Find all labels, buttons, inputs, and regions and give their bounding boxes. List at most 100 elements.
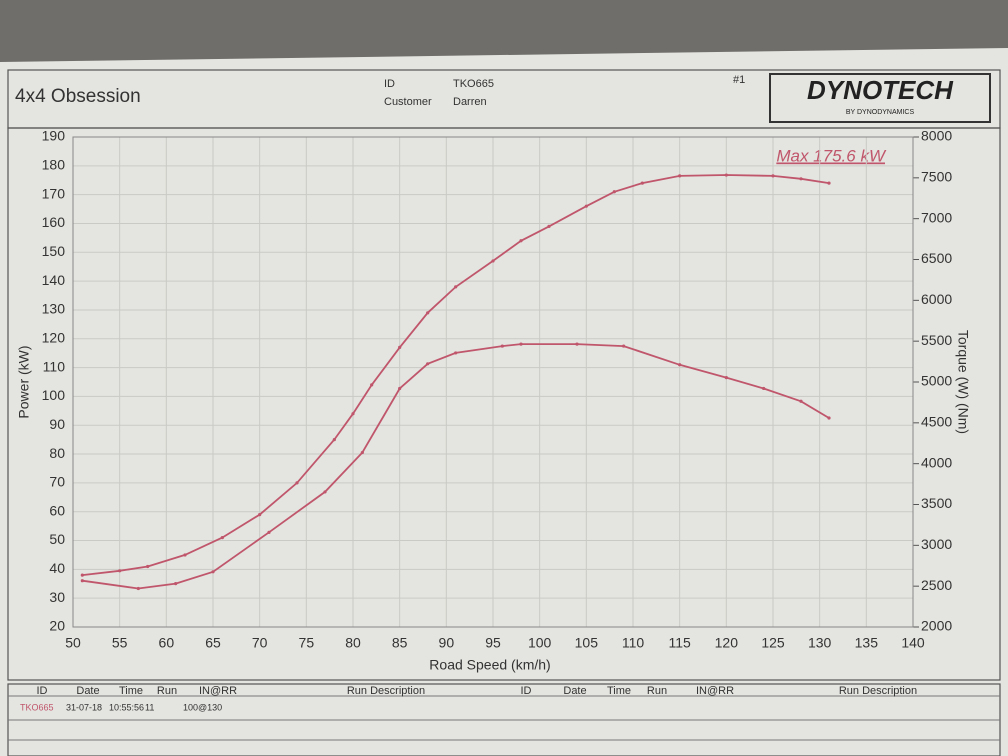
y2-tick-label: 4000 — [921, 454, 952, 470]
point — [146, 564, 150, 569]
point — [332, 438, 336, 442]
customer-value: Darren — [453, 96, 487, 108]
table-header: Time — [607, 685, 631, 697]
y-tick-label: 170 — [42, 185, 66, 201]
customer-label: Customer — [384, 96, 432, 108]
point — [136, 586, 140, 591]
x-tick-label: 125 — [761, 635, 785, 651]
x-tick-label: 80 — [345, 635, 361, 651]
y-tick-label: 160 — [42, 214, 66, 230]
y2-tick-label: 5500 — [921, 332, 952, 348]
x-tick-label: 90 — [439, 635, 455, 651]
y2-tick-label: 3500 — [921, 495, 952, 511]
x-tick-label: 130 — [808, 635, 832, 651]
table-header: Date — [76, 685, 99, 697]
point — [80, 579, 84, 583]
point — [118, 569, 122, 573]
y2-tick-label: 6000 — [921, 291, 952, 307]
table-cell: 100@130 — [183, 702, 222, 712]
y-tick-label: 40 — [49, 560, 65, 576]
point — [491, 259, 495, 263]
x-tick-label: 110 — [622, 635, 645, 651]
y2-tick-label: 7000 — [921, 209, 952, 225]
point — [454, 351, 458, 355]
y2-tick-label: 4500 — [921, 414, 952, 430]
logo-box — [769, 73, 991, 123]
paper — [0, 48, 1008, 756]
point — [323, 490, 327, 494]
y-tick-label: 120 — [42, 329, 66, 345]
y2-tick-label: 8000 — [921, 128, 952, 144]
table-cell: TKO665 — [20, 702, 54, 712]
y2-tick-label: 3000 — [921, 536, 952, 552]
y-tick-label: 150 — [42, 243, 66, 259]
point — [640, 181, 644, 185]
x-tick-label: 135 — [855, 635, 879, 651]
y-tick-label: 180 — [42, 157, 66, 173]
y2-tick-label: 2000 — [921, 618, 952, 634]
point — [519, 239, 523, 243]
table-header: Run Description — [839, 685, 917, 697]
table-header: IN@RR — [696, 685, 734, 697]
point — [519, 342, 523, 346]
point — [827, 416, 831, 420]
table-header: ID — [521, 685, 532, 697]
x-tick-label: 85 — [392, 635, 408, 651]
x-tick-label: 100 — [528, 635, 552, 651]
run-number: #1 — [733, 74, 745, 86]
table-header: Time — [119, 685, 143, 697]
point — [80, 573, 84, 577]
header-title: 4x4 Obsession — [15, 86, 141, 107]
table-header: IN@RR — [199, 685, 237, 697]
point — [211, 570, 215, 574]
table-header: Run — [647, 685, 667, 697]
point — [724, 375, 728, 380]
point — [220, 536, 224, 540]
point — [360, 450, 364, 455]
point — [351, 412, 355, 416]
y2-tick-label: 5000 — [921, 373, 952, 389]
y-tick-label: 60 — [49, 502, 65, 518]
point — [799, 399, 803, 403]
point — [575, 342, 579, 346]
point — [678, 174, 682, 178]
x-tick-label: 140 — [901, 635, 925, 651]
table-header: Run Description — [347, 685, 425, 697]
point — [426, 362, 430, 366]
point — [622, 344, 626, 348]
logo: DYNOTECH — [807, 75, 954, 105]
point — [678, 363, 682, 367]
y-tick-label: 20 — [49, 618, 65, 634]
line — [82, 174, 830, 576]
point — [183, 553, 187, 557]
point — [584, 204, 588, 208]
point — [267, 530, 271, 534]
y2-tick-label: 6500 — [921, 250, 952, 266]
y-tick-label: 190 — [42, 128, 66, 144]
y-axis-label: Power (kW) — [16, 345, 32, 418]
plot-frame — [72, 136, 914, 628]
x-tick-label: 65 — [205, 635, 221, 651]
point — [771, 174, 775, 178]
point — [454, 285, 458, 289]
x-tick-label: 55 — [112, 635, 128, 651]
y-tick-label: 70 — [49, 474, 65, 490]
table-header: ID — [37, 685, 48, 697]
table-header: Date — [563, 685, 586, 697]
table-cell: 11 — [145, 702, 154, 712]
point — [799, 177, 803, 181]
table-header: Run — [157, 685, 177, 697]
point — [500, 344, 504, 348]
point — [295, 481, 299, 485]
x-tick-label: 105 — [575, 635, 599, 651]
y-tick-label: 130 — [42, 301, 66, 317]
y2-axis-label: Torque (W) (Nm) — [955, 330, 971, 434]
x-tick-label: 60 — [159, 635, 175, 651]
y-tick-label: 100 — [42, 387, 66, 403]
x-tick-label: 115 — [669, 635, 692, 651]
y2-tick-label: 2500 — [921, 577, 952, 593]
y-tick-label: 140 — [42, 272, 66, 288]
y-tick-label: 50 — [49, 531, 65, 547]
y-tick-label: 90 — [49, 416, 65, 432]
